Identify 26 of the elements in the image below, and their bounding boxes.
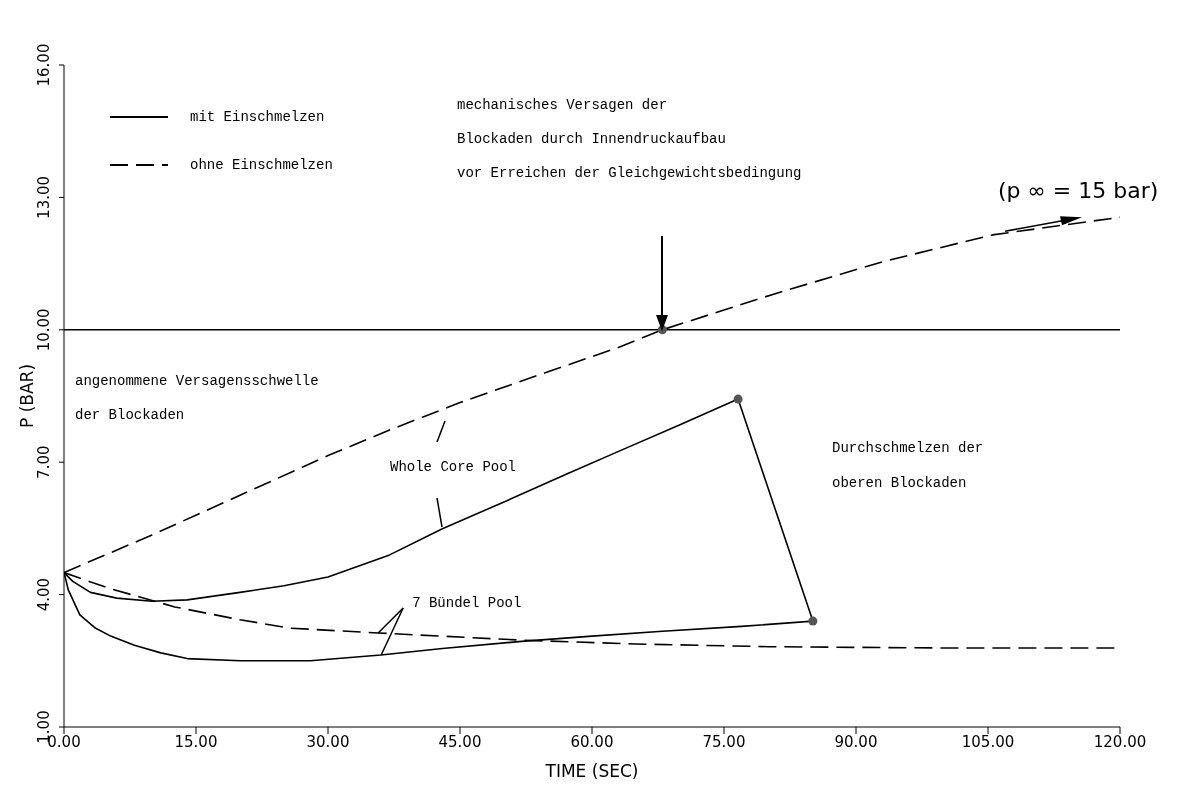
x-tick-label: 105.00 [961,732,1015,751]
x-tick-label: 45.00 [438,732,482,751]
x-tick-label: 60.00 [570,732,614,751]
text: angenommene Versagensschwelle der Blockaden [75,372,319,423]
y-tick-label: 16.00 [35,43,53,87]
legend-label: ohne Einschmelzen [190,157,333,173]
y-tick-label: 10.00 [35,308,53,352]
annotation: (p ∞ = 15 bar) [998,178,1159,204]
y-tick-label: 7.00 [35,445,53,479]
annotation: oberen Blockaden [832,474,967,493]
legend-label: mit Einschmelzen [190,109,325,125]
y-axis-title: P (BAR) [17,363,37,429]
x-tick-label: 30.00 [306,732,350,751]
x-axis-title: TIME (SEC) [544,761,639,781]
annotation: 7 Bündel Pool [412,594,522,613]
x-tick-label: 120.00 [1093,732,1147,751]
x-tick-label: 75.00 [702,732,746,751]
annotation: Whole Core Pool [390,458,517,477]
x-tick-label: 15.00 [174,732,218,751]
x-tick-label: 90.00 [834,732,878,751]
annotation: Blockaden durch Innendruckaufbau [457,130,726,149]
annotation: Durchschmelzen der [832,439,984,458]
y-tick-label: 4.00 [35,577,53,612]
annotation: mechanisches Versagen der [457,96,668,115]
y-tick-label: 13.00 [35,175,53,219]
annotation: vor Erreichen der Gleichgewichtsbedingung [457,164,802,183]
